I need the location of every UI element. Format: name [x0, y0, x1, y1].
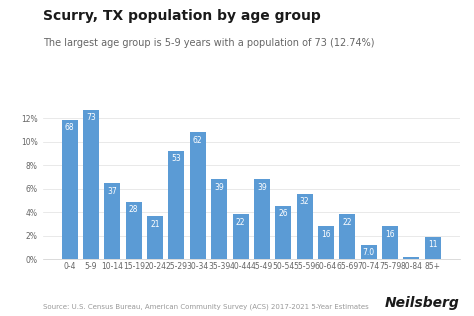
Bar: [254, 179, 270, 259]
Text: 22: 22: [236, 218, 245, 227]
Text: 53: 53: [172, 154, 182, 163]
Bar: [168, 150, 184, 259]
Text: 32: 32: [300, 197, 310, 206]
Bar: [275, 206, 292, 259]
Text: Neilsberg: Neilsberg: [385, 296, 460, 310]
Bar: [211, 179, 227, 259]
Text: 62: 62: [193, 136, 202, 145]
Bar: [83, 110, 99, 259]
Text: 7.0: 7.0: [363, 248, 375, 257]
Text: 39: 39: [257, 183, 267, 192]
Bar: [318, 226, 334, 259]
Text: Scurry, TX population by age group: Scurry, TX population by age group: [43, 9, 320, 23]
Text: 28: 28: [129, 205, 138, 214]
Bar: [233, 214, 248, 259]
Bar: [339, 214, 356, 259]
Text: 11: 11: [428, 240, 438, 249]
Text: 21: 21: [150, 220, 160, 228]
Bar: [403, 257, 419, 259]
Bar: [104, 183, 120, 259]
Text: 73: 73: [86, 113, 96, 122]
Text: 16: 16: [321, 230, 331, 239]
Bar: [126, 202, 142, 259]
Text: 39: 39: [214, 183, 224, 192]
Text: 16: 16: [385, 230, 395, 239]
Text: 68: 68: [65, 123, 74, 132]
Bar: [190, 132, 206, 259]
Text: Source: U.S. Census Bureau, American Community Survey (ACS) 2017-2021 5-Year Est: Source: U.S. Census Bureau, American Com…: [43, 303, 368, 310]
Text: 37: 37: [108, 187, 117, 196]
Text: 26: 26: [278, 210, 288, 218]
Bar: [297, 194, 313, 259]
Bar: [62, 120, 78, 259]
Bar: [382, 226, 398, 259]
Bar: [361, 245, 377, 259]
Text: The largest age group is 5-9 years with a population of 73 (12.74%): The largest age group is 5-9 years with …: [43, 38, 374, 48]
Bar: [147, 216, 163, 259]
Bar: [425, 237, 441, 259]
Text: 22: 22: [343, 218, 352, 227]
